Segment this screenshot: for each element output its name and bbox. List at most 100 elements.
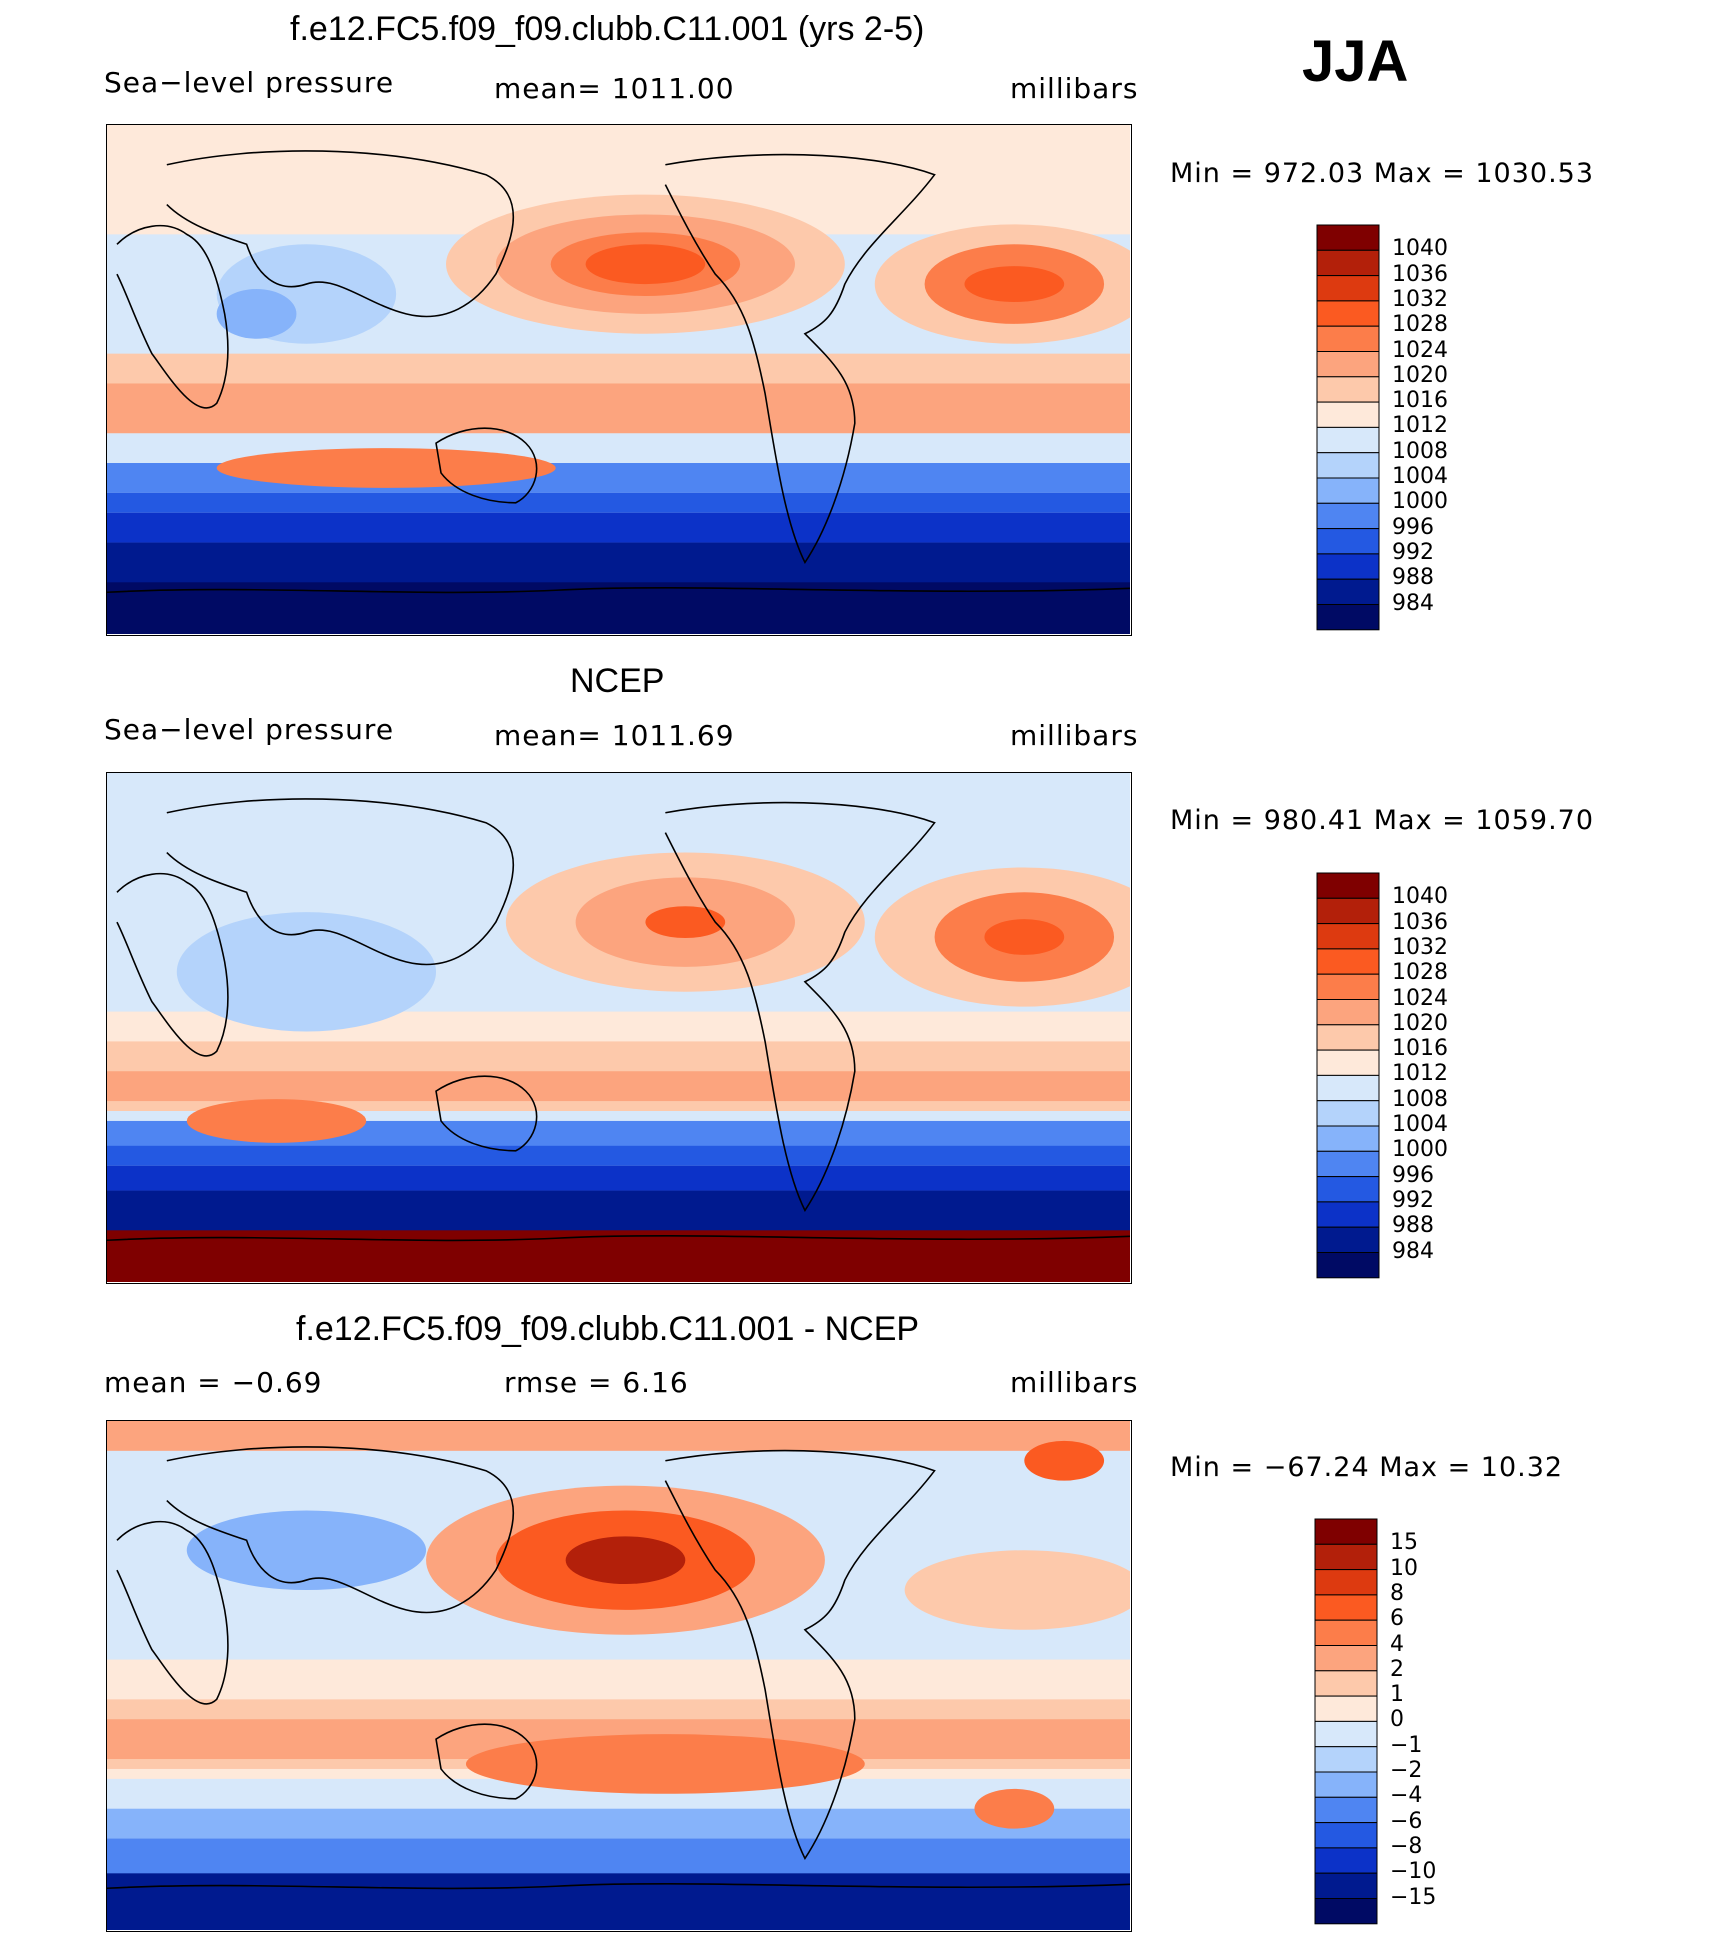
colorbar-swatch [1314,1746,1378,1773]
colorbar-tick-label: 1004 [1392,464,1448,489]
colorbar-swatch [1316,1150,1380,1178]
colorbar-tick-label: 1000 [1392,489,1448,515]
colorbar-tick-label: 1036 [1392,261,1448,287]
colorbar-swatch [1316,426,1380,454]
colorbar-swatch [1314,1847,1378,1874]
colorbar-swatch [1316,452,1380,479]
minmax-label: Min = 972.03 Max = 1030.53 [1170,158,1595,189]
colorbar-swatch [1316,1252,1380,1279]
contour-band [107,1145,1130,1166]
colorbar-tick-label: 10 [1390,1555,1418,1581]
contour-band [216,289,297,339]
contour-band [904,1550,1130,1630]
coastline [107,587,1130,594]
contour-band [465,1734,865,1794]
colorbar-swatch [1314,1796,1378,1824]
contour-band [186,1099,367,1143]
contour-band [107,512,1130,543]
coastline [664,153,936,565]
colorbar-tick-label: 1012 [1392,413,1448,439]
minmax-label: Min = −67.24 Max = 10.32 [1170,1452,1564,1483]
colorbar-tick-label: 1024 [1392,337,1448,363]
mean-label: mean= 1011.69 [494,719,735,752]
coastline [166,150,515,318]
colorbar-swatch [1316,923,1380,950]
contour-band [585,244,706,285]
contour-band [974,1788,1055,1829]
colorbar-swatch [1316,973,1380,1000]
units-label: millibars [1010,72,1139,105]
colorbar-tick-label: 988 [1392,1213,1434,1239]
season-label: JJA [1302,29,1409,94]
mean-label: mean= 1011.00 [494,72,735,105]
units-label: millibars [1010,1366,1139,1399]
colorbar-swatch [1316,249,1380,277]
map-plot [106,1420,1132,1932]
colorbar-swatch [1316,553,1380,580]
colorbar-swatch [1316,999,1380,1026]
map-plot [106,772,1132,1284]
colorbar-tick-label: 996 [1392,514,1434,540]
colorbar-tick-label: 996 [1392,1162,1434,1188]
colorbar-swatch [1316,224,1380,251]
colorbar-tick-label: 1004 [1392,1112,1448,1137]
coastline [664,1449,936,1861]
colorbar-swatch [1316,1100,1380,1127]
colorbar-swatch [1316,300,1380,327]
colorbar-tick-label: 1036 [1392,909,1448,935]
colorbar-swatch [1316,1024,1380,1051]
colorbar-swatch [1316,275,1380,302]
colorbar-swatch [1314,1822,1378,1849]
colorbar-swatch [1316,502,1380,530]
coastline [107,1235,1130,1242]
colorbar-tick-label: 6 [1390,1606,1404,1632]
colorbar-tick-label: 1012 [1392,1061,1448,1087]
colorbar-swatch [1314,1720,1378,1748]
units-label: millibars [1010,719,1139,752]
colorbar-tick-label: 1016 [1392,388,1448,414]
variable-label: Sea−level pressure [104,713,395,746]
colorbar-swatch [1314,1543,1378,1571]
contour-band [565,1536,686,1585]
colorbar-tick-label: 984 [1392,590,1434,616]
colorbar-swatch [1316,1125,1380,1152]
colorbar-tick-label: 992 [1392,539,1434,565]
colorbar-tick-label: 1028 [1392,960,1448,986]
coastline [435,427,538,504]
colorbar-tick-label: 1 [1390,1682,1404,1708]
panel-title: NCEP [570,662,665,700]
colorbar-tick-label: 1024 [1392,985,1448,1011]
colorbar-tick-label: 988 [1392,565,1434,591]
colorbar-tick-label: 984 [1392,1238,1434,1264]
panel-title: f.e12.FC5.f09_f09.clubb.C11.001 - NCEP [296,1310,920,1348]
colorbar-tick-label: −10 [1390,1859,1437,1885]
colorbar-tick-label: 1008 [1392,438,1448,464]
coastline [116,224,229,409]
coastline [116,872,229,1057]
colorbar-swatches [1316,872,1380,1279]
contour-band [107,383,1130,434]
colorbar-tick-label: 2 [1390,1656,1404,1682]
contour-band [107,1873,1130,1930]
map-plot [106,124,1132,636]
contour-band [107,1421,1130,1451]
colorbar-tick-label: 8 [1390,1580,1404,1606]
colorbar-swatch [1314,1771,1378,1798]
coastline [664,801,936,1213]
colorbar-tick-label: −15 [1390,1884,1437,1910]
colorbar-tick-label: −6 [1390,1808,1423,1834]
colorbar-tick-label: −8 [1390,1833,1423,1859]
colorbar-tick-label: 4 [1390,1631,1404,1657]
coastline [107,1883,1130,1890]
colorbar-tick-label: 1032 [1392,934,1448,960]
colorbar: 15 10 8 6 4 2 1 0 −1 −2 −4 −6 −8 −10 −15 [1314,1518,1474,1925]
colorbar-swatch [1316,872,1380,899]
colorbar-swatch [1316,528,1380,555]
colorbar: 1040 1036 1032 1028 1024 1020 1016 1012 1008 1004… [1316,224,1476,631]
colorbar-swatch [1314,1872,1378,1900]
colorbar-tick-label: 1020 [1392,362,1448,388]
colorbar-tick-label: 1040 [1392,236,1448,262]
colorbar-swatch [1316,351,1380,378]
contour-band [176,912,437,1032]
colorbar-swatch [1314,1518,1378,1545]
